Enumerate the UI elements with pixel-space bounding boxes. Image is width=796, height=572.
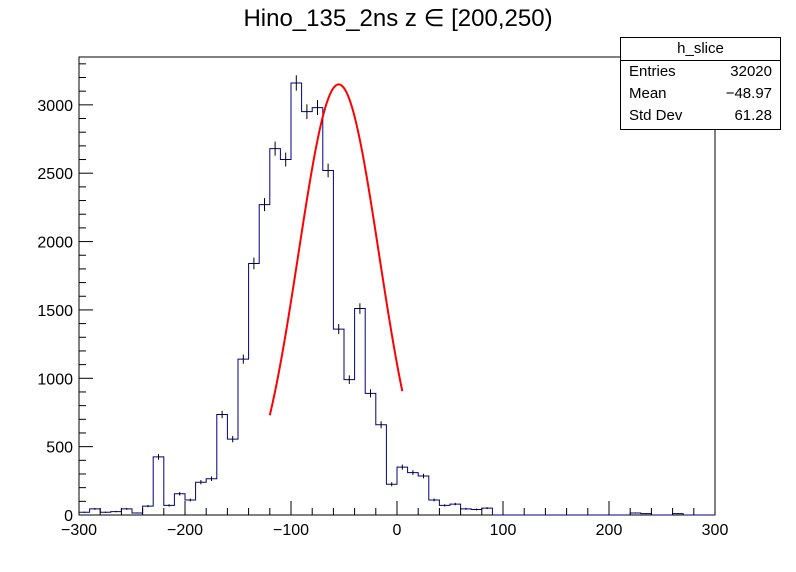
y-tick-label: 3000 [37,98,73,115]
x-axis: −300 −200 −100 0 100 200 300 [61,501,728,539]
x-tick-label: 0 [393,522,402,539]
x-tick-label: −300 [61,522,97,539]
y-tick-label: 1000 [37,371,73,388]
y-axis: 0 500 1000 1500 2000 2500 3000 [37,63,93,525]
stats-label: Std Dev [629,107,683,124]
stats-box: h_slice Entries 32020 Mean −48.97 Std De… [620,37,781,130]
fit-curve-layer [268,83,404,416]
x-tick-label: 200 [596,522,623,539]
x-tick-label: 100 [490,522,517,539]
y-tick-label: 500 [46,440,73,457]
x-tick-label: 300 [702,522,729,539]
stats-value: 32020 [730,63,772,80]
stats-value: −48.97 [725,85,772,102]
histogram-outline [79,82,715,516]
gaussian-fit-line [268,83,404,416]
stats-value: 61.28 [734,107,772,124]
histogram-layer [79,75,715,516]
stats-row-entries: Entries 32020 [621,61,780,83]
x-tick-label: −200 [167,522,203,539]
y-tick-label: 2000 [37,235,73,252]
x-tick-label: −100 [273,522,309,539]
stats-row-stddev: Std Dev 61.28 [621,105,780,127]
stats-row-mean: Mean −48.97 [621,83,780,105]
y-tick-label: 2500 [37,166,73,183]
y-tick-label: 1500 [37,303,73,320]
y-tick-label: 0 [64,508,73,525]
stats-label: Mean [629,85,667,102]
stats-label: Entries [629,63,676,80]
chart-title: Hino_135_2ns z ∈ [200,250) [243,5,553,32]
stats-box-name: h_slice [621,38,780,61]
